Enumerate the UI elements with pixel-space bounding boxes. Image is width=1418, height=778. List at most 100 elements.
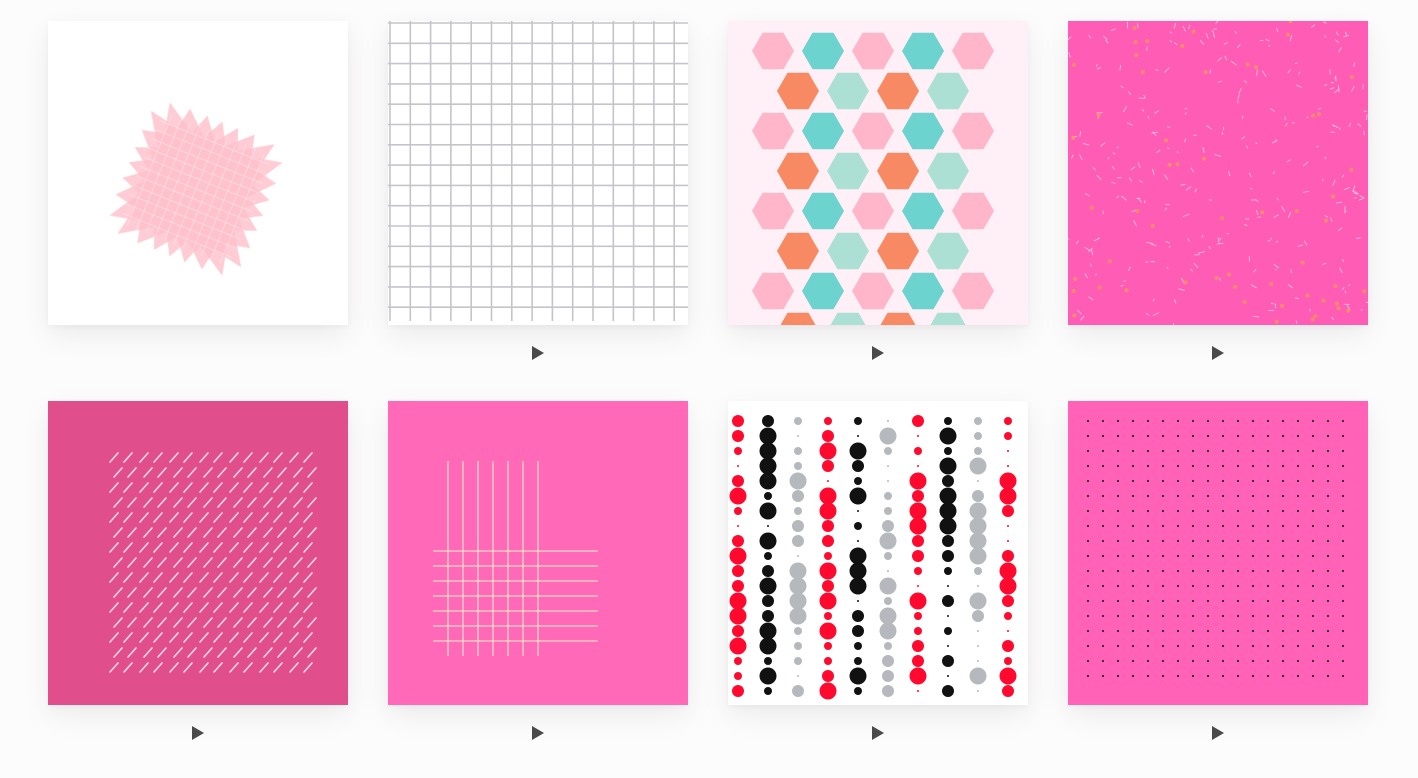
dash [143,617,153,628]
grid-dot [1206,464,1210,468]
tile-gray-grid[interactable] [388,21,688,325]
dot [849,442,867,460]
confetti-stroke [1332,124,1339,129]
dash [277,557,287,568]
grid-dot [1191,554,1195,558]
hexagon [952,272,994,310]
tile-hexagons[interactable] [728,21,1028,325]
dot [884,492,892,500]
dash [243,632,253,643]
dash [217,647,227,658]
grid-dot [1086,464,1090,468]
confetti-stroke [1214,154,1222,157]
play-button[interactable] [1208,343,1228,363]
grid-dot [1341,614,1345,618]
tile-confetti[interactable] [1068,21,1368,325]
dot [879,577,897,595]
dot [884,447,892,455]
confetti-stroke [1256,69,1258,76]
grid-dot [1266,659,1270,663]
grid-dot [1161,464,1165,468]
starburst-line [145,121,192,234]
tile-dot-grid[interactable] [1068,401,1368,705]
play-button[interactable] [528,723,548,743]
grid-dot [1206,449,1210,453]
confetti-stroke [1289,35,1293,42]
grid-dot [1116,434,1120,438]
dash [263,557,273,568]
tile-dot-columns[interactable] [728,401,1028,705]
grid-dot [1101,464,1105,468]
dot [822,535,834,547]
confetti-stroke [1318,107,1322,110]
dash [293,527,303,538]
confetti-stroke [1169,39,1172,43]
tile-pink-starburst[interactable] [48,21,348,325]
hexagon [830,312,866,325]
grid-dot [1281,644,1285,648]
dash [173,497,183,508]
confetti-stroke [1338,127,1341,131]
confetti-stroke [1111,181,1116,184]
confetti-dot [1242,300,1247,305]
dash [233,467,243,478]
grid-dot [1236,584,1240,588]
dot [827,480,829,482]
grid-dot [1326,644,1330,648]
play-button[interactable] [188,723,208,743]
grid-dot [1206,554,1210,558]
dot [974,432,982,440]
grid-dot [1266,644,1270,648]
tile-crossing-lines[interactable] [388,401,688,705]
dash [307,617,317,628]
hexagon [852,112,894,150]
dash [243,482,253,493]
play-button[interactable] [528,343,548,363]
dash [307,467,317,478]
play-button[interactable] [1208,723,1228,743]
grid-dot [1146,479,1150,483]
grid-dot [1146,599,1150,603]
grid-dot [1131,479,1135,483]
confetti-stroke [1193,262,1199,268]
dash [203,467,213,478]
dash [109,452,119,463]
dot [944,447,952,455]
dot [879,607,897,625]
grid-dot [1116,614,1120,618]
dash [259,602,269,613]
confetti-dot [1349,75,1354,80]
confetti-stroke [1324,215,1329,218]
dash [203,587,213,598]
confetti-dot [1097,285,1102,290]
grid-dot [1101,569,1105,573]
dot [942,595,954,607]
dot [729,487,747,505]
confetti-dot [1219,216,1224,221]
dash [203,527,213,538]
confetti-dot [1324,218,1329,223]
grid-dot [1131,569,1135,573]
confetti-stroke [1270,108,1275,112]
dash [213,572,223,583]
dash [293,557,303,568]
hexagon [752,192,794,230]
dash [259,542,269,553]
grid-dot [1311,419,1315,423]
confetti-dot [1164,138,1169,143]
confetti-stroke [1105,39,1109,44]
tile-dashes[interactable] [48,401,348,705]
grid-dot [1326,434,1330,438]
hexagon [927,152,969,190]
hexagon [880,312,916,325]
grid-dot [1146,419,1150,423]
confetti-stroke [1116,146,1119,149]
grid-dot [1251,509,1255,513]
grid-dot [1251,569,1255,573]
grid-dot [1086,614,1090,618]
hexagon [877,232,919,270]
dot [734,672,742,680]
dash [277,527,287,538]
play-button[interactable] [868,343,888,363]
play-button[interactable] [868,723,888,743]
